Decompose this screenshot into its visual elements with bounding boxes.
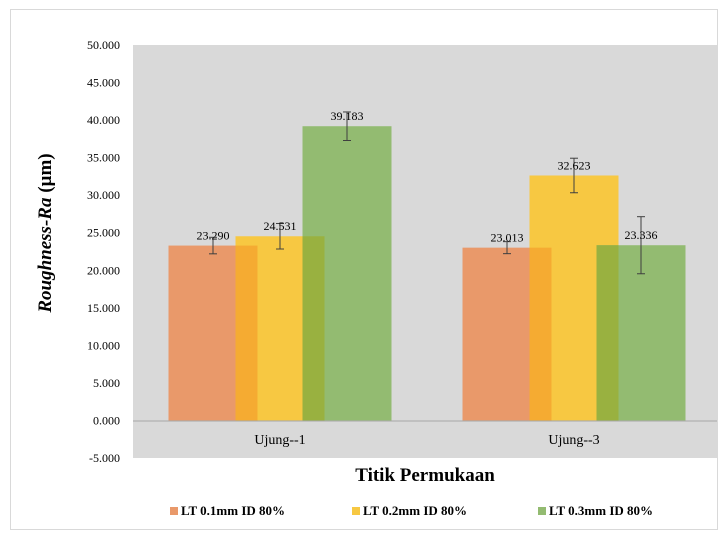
legend-label: LT 0.2mm ID 80% [363,503,467,518]
bar-overlap [302,236,325,421]
data-label: 23.290 [197,229,230,243]
y-axis-title-unit: (µm) [35,153,56,197]
data-label: 32.623 [558,158,591,172]
legend-swatch [352,507,360,515]
y-tick-label: 30.000 [87,188,120,202]
error-bars [209,111,645,275]
bar-overlap [596,245,619,421]
y-tick-label: -5.000 [89,451,120,465]
y-tick-label: 45.000 [87,76,120,90]
y-tick-label: 50.000 [87,38,120,52]
y-tick-label: 0.000 [93,413,120,427]
bar-overlap [529,247,552,421]
category-labels: Ujung--1 Ujung--3 [254,433,599,448]
legend-label: LT 0.3mm ID 80% [549,503,653,518]
legend-swatch [538,507,546,515]
y-tick-label: 35.000 [87,151,120,165]
data-label: 24.531 [264,219,297,233]
category-label: Ujung--1 [254,433,305,448]
y-axis-tick-labels: -5.000 0.000 5.000 10.000 15.000 20.000 25.000… [87,38,120,465]
data-label: 23.336 [625,228,658,242]
legend-label: LT 0.1mm ID 80% [181,503,285,518]
y-axis-title: Roughness-Ra (µm) [35,153,56,313]
y-tick-label: 40.000 [87,113,120,127]
y-axis-title-main: Roughness-Ra [35,197,56,314]
legend: LT 0.1mm ID 80% LT 0.2mm ID 80% LT 0.3mm I… [170,503,653,518]
y-tick-label: 25.000 [87,226,120,240]
y-tick-label: 10.000 [87,338,120,352]
legend-swatch [170,507,178,515]
y-tick-label: 20.000 [87,263,120,277]
category-label: Ujung--3 [548,433,599,448]
y-tick-label: 15.000 [87,301,120,315]
data-label: 39.183 [331,109,364,123]
y-tick-label: 5.000 [93,376,120,390]
bars [168,126,686,421]
x-axis-title: Titik Permukaan [355,465,495,486]
data-labels: 23.290 24.531 39.183 23.013 32.623 23.336 [197,109,658,244]
data-label: 23.013 [491,231,524,245]
bar-overlap [235,245,258,421]
